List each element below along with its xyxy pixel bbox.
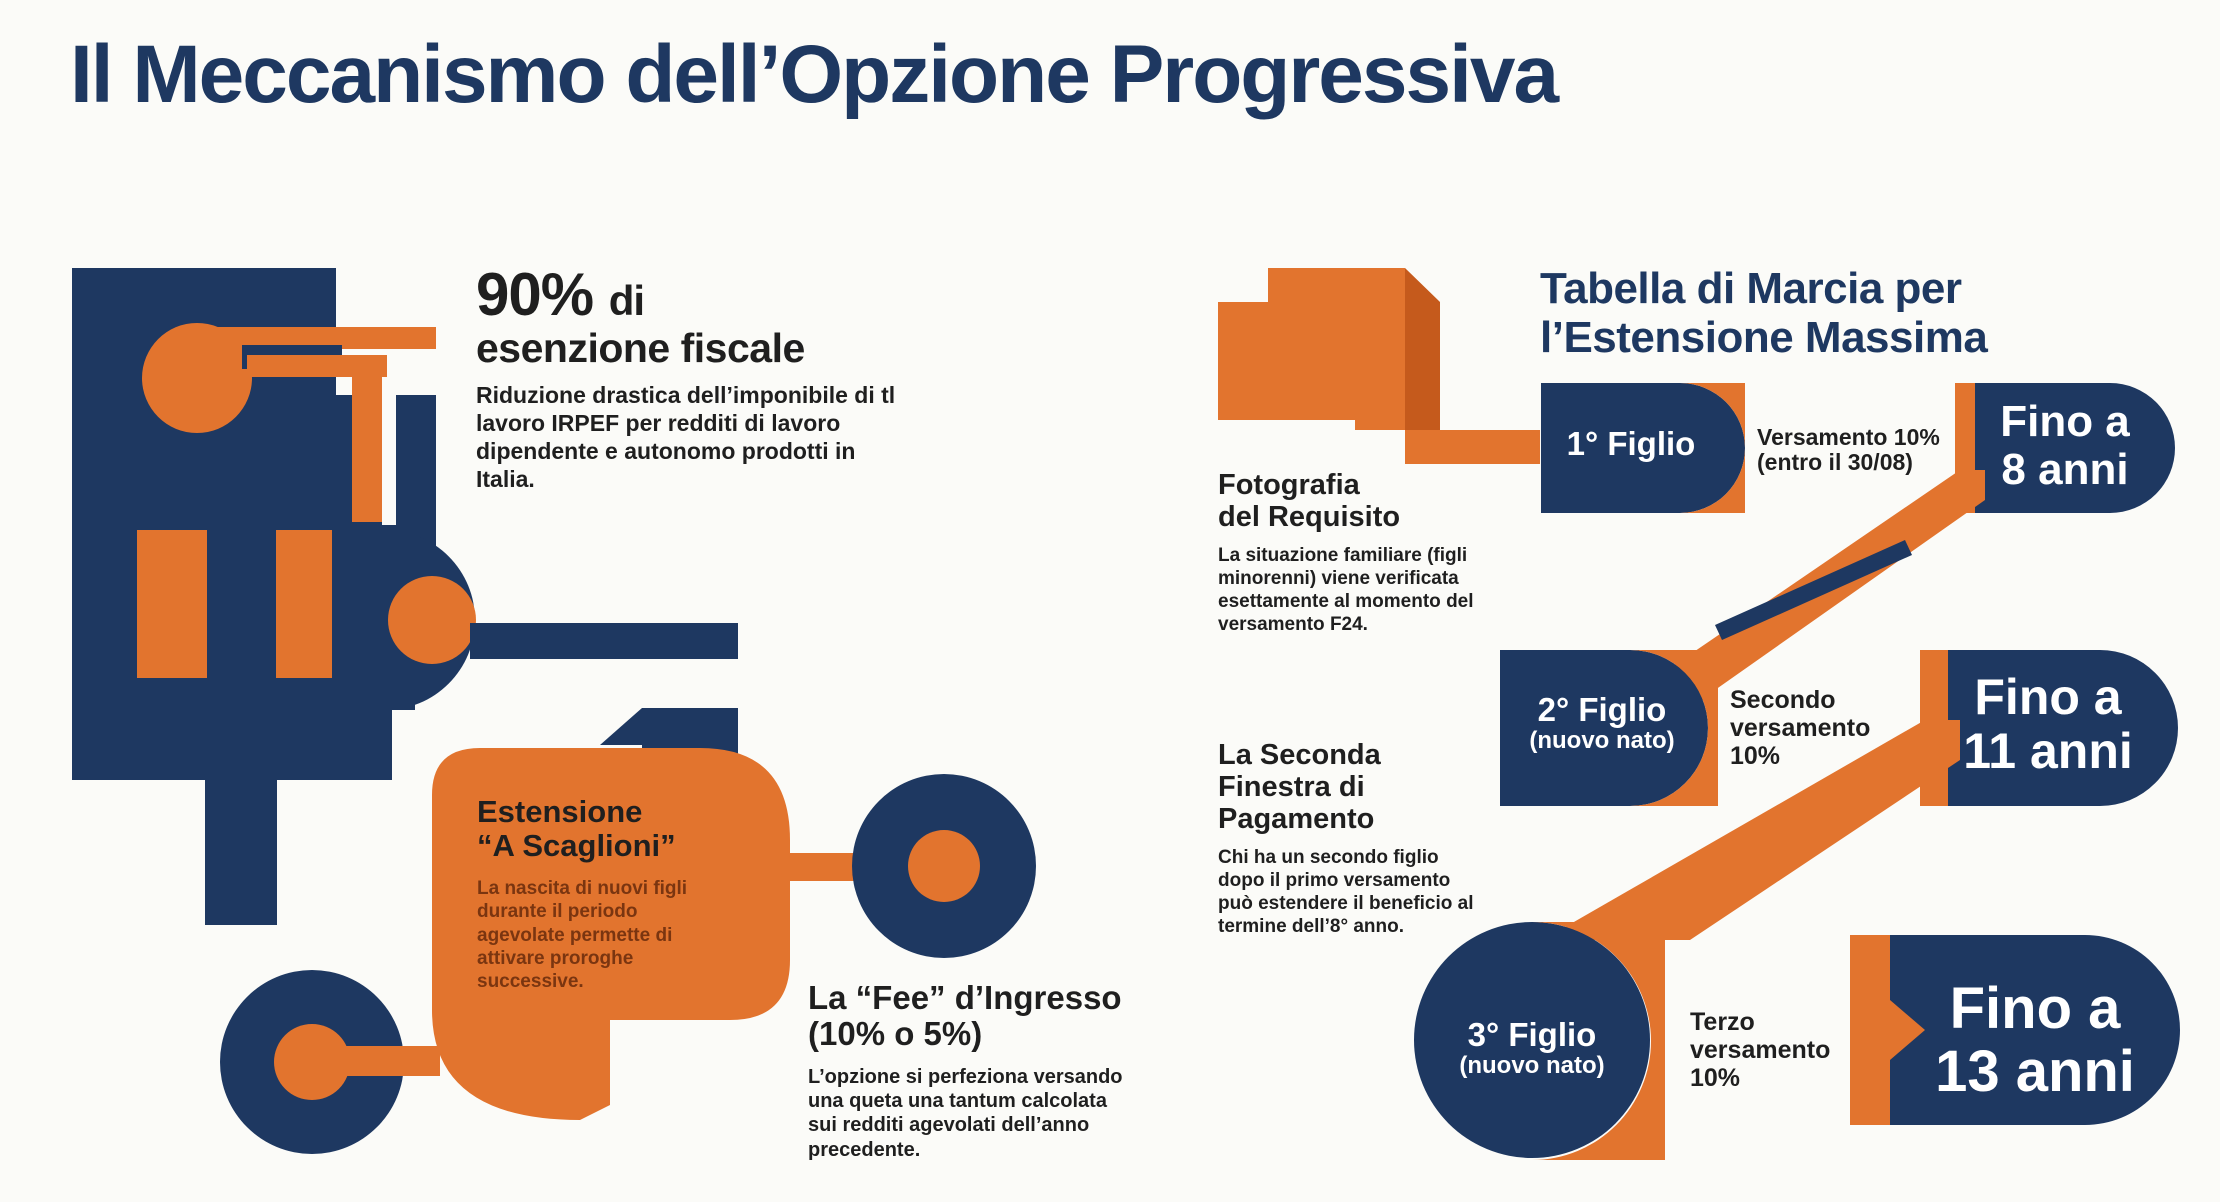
orange-feed-line bbox=[1440, 430, 1540, 464]
step3-accent bbox=[1532, 922, 1665, 1160]
extension-body: La nascita di nuovi figli durante il per… bbox=[477, 878, 688, 992]
step3-result-line1: Fino a bbox=[1949, 976, 2121, 1041]
extension-heading-line2: “A Scaglioni” bbox=[477, 828, 676, 864]
step3-circle bbox=[1414, 922, 1650, 1158]
step2-note-line1: Secondo bbox=[1730, 686, 1836, 714]
requisite-heading-line1: Fotografia bbox=[1218, 469, 1360, 501]
step3-note-line3: 10% bbox=[1690, 1064, 1741, 1092]
step1-note: Versamento 10% (entro il 30/08) bbox=[1757, 424, 1940, 476]
orange-ring-core bbox=[908, 830, 980, 902]
exemption-percent-suffix: di bbox=[608, 277, 645, 324]
fee-block: La “Fee” d’Ingresso (10% o 5%) L’opzione… bbox=[808, 979, 1148, 1162]
step2-child: 2° Figlio bbox=[1537, 691, 1667, 728]
exemption-block: 90% di esenzione fiscale Riduzione drast… bbox=[476, 262, 916, 493]
step1-note-line2: (entro il 30/08) bbox=[1757, 449, 1913, 476]
second-window-heading-line1: La Seconda bbox=[1218, 739, 1381, 771]
step2-note-line3: 10% bbox=[1730, 742, 1781, 770]
step1-result-line2: 8 anni bbox=[2001, 444, 2129, 494]
exemption-heading-line2: esenzione fiscale bbox=[476, 325, 805, 371]
orange-pipe-end bbox=[142, 323, 252, 433]
orange-pipe-top bbox=[200, 327, 436, 349]
roadmap-heading-line1: Tabella di Marcia per bbox=[1540, 264, 1962, 313]
step3-result-line2: 13 anni bbox=[1935, 1038, 2135, 1104]
step2-pill-shape bbox=[1500, 650, 1708, 806]
navy-frame-strip bbox=[382, 395, 396, 525]
navy-pipe-right bbox=[470, 623, 738, 659]
orange-bar-right bbox=[276, 530, 332, 678]
result2-shape bbox=[1948, 650, 2178, 806]
step2-child-label: 2° Figlio (nuovo nato) bbox=[1512, 691, 1692, 755]
step2-result: Fino a 11 anni bbox=[1948, 670, 2148, 778]
requisite-body: La situazione familiare (figli minorenni… bbox=[1218, 544, 1474, 636]
navy-cap-slope bbox=[600, 708, 642, 745]
orange-connector bbox=[247, 355, 387, 377]
step3-note: Terzo versamento 10% bbox=[1690, 1008, 1830, 1092]
right-roadmap-artwork bbox=[1218, 268, 2180, 1160]
second-window-heading-line2: Finestra di bbox=[1218, 770, 1365, 803]
fee-heading-line1: La “Fee” d’Ingresso bbox=[808, 979, 1122, 1016]
second-window-block: La Seconda Finestra di Pagamento Chi ha … bbox=[1218, 739, 1478, 938]
step2-pill-accent bbox=[1630, 650, 1718, 806]
orange-folded-block bbox=[1218, 268, 1405, 430]
orange-folded-shade bbox=[1405, 268, 1440, 430]
result1-shape bbox=[1975, 383, 2175, 513]
result3-accent bbox=[1850, 935, 1890, 1125]
step2-note-line2: versamento bbox=[1730, 714, 1871, 742]
exemption-percent: 90% bbox=[476, 261, 594, 328]
second-window-body: Chi ha un secondo figlio dopo il primo v… bbox=[1218, 846, 1474, 938]
second-window-heading-line3: Pagamento bbox=[1218, 802, 1375, 835]
step1-note-line1: Versamento 10% bbox=[1757, 424, 1940, 450]
step3-child-sub: (nuovo nato) bbox=[1459, 1052, 1605, 1080]
extension-heading-line1: Estensione bbox=[477, 794, 643, 829]
roadmap-heading: Tabella di Marcia per l’Estensione Massi… bbox=[1540, 264, 1988, 363]
result3-arrow bbox=[1890, 1000, 1925, 1060]
orange-fold-notch bbox=[1405, 430, 1440, 464]
fee-body: L’opzione si perfeziona versando una que… bbox=[808, 1065, 1123, 1161]
step3-child-label: 3° Figlio (nuovo nato) bbox=[1432, 1016, 1632, 1080]
extension-block: Estensione “A Scaglioni” La nascita di n… bbox=[477, 794, 712, 993]
diagonal-path-2 bbox=[1560, 720, 1960, 940]
page-title: Il Meccanismo dell’Opzione Progressiva bbox=[70, 29, 1559, 120]
step2-result-line1: Fino a bbox=[1974, 669, 2122, 725]
fee-heading-line2: (10% o 5%) bbox=[808, 1015, 983, 1053]
navy-column bbox=[205, 760, 277, 925]
step3-note-line1: Terzo bbox=[1690, 1008, 1755, 1036]
step1-child-label: 1° Figlio bbox=[1541, 425, 1721, 463]
step2-note: Secondo versamento 10% bbox=[1730, 686, 1870, 770]
step1-pill-shape bbox=[1541, 383, 1745, 513]
step1-pill-accent bbox=[1680, 383, 1745, 513]
orange-bottom-pipe bbox=[340, 1046, 440, 1076]
orange-bar-left bbox=[137, 530, 207, 678]
exemption-heading: 90% di bbox=[476, 262, 916, 328]
orange-ring-bottom-core bbox=[274, 1024, 350, 1100]
exemption-body: Riduzione drastica dell’imponibile di tl… bbox=[476, 382, 896, 493]
step1-result-line1: Fino a bbox=[2000, 397, 2130, 446]
requisite-heading-line2: del Requisito bbox=[1218, 500, 1401, 533]
orange-disc-center bbox=[388, 576, 476, 664]
step2-result-line2: 11 anni bbox=[1963, 723, 2133, 779]
left-geometric-artwork bbox=[72, 268, 1036, 1154]
step1-child: 1° Figlio bbox=[1566, 425, 1696, 462]
orange-blob bbox=[432, 748, 790, 1120]
step3-child: 3° Figlio bbox=[1467, 1016, 1597, 1053]
diagonal-stripe-1 bbox=[1715, 540, 1912, 640]
orange-pipe-vertical bbox=[352, 372, 382, 522]
step2-child-sub: (nuovo nato) bbox=[1529, 727, 1675, 755]
result3-shape bbox=[1890, 935, 2180, 1125]
step3-result: Fino a 13 anni bbox=[1920, 976, 2150, 1104]
step1-result: Fino a 8 anni bbox=[1975, 398, 2155, 493]
requisite-block: Fotografia del Requisito La situazione f… bbox=[1218, 469, 1493, 636]
roadmap-heading-line2: l’Estensione Massima bbox=[1540, 313, 1988, 363]
step3-note-line2: versamento bbox=[1690, 1036, 1831, 1064]
